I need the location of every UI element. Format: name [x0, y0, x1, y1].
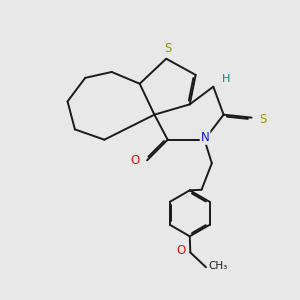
- Text: O: O: [176, 244, 185, 257]
- Text: N: N: [201, 131, 209, 144]
- Text: S: S: [164, 42, 171, 55]
- Text: O: O: [130, 154, 139, 167]
- Text: S: S: [259, 112, 266, 126]
- Text: CH₃: CH₃: [209, 261, 228, 271]
- Text: H: H: [221, 74, 230, 84]
